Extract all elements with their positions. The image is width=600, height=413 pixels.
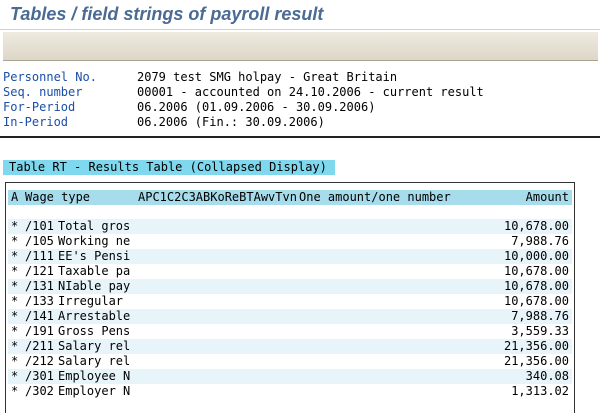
wage-type-code: /131 bbox=[25, 279, 54, 293]
column-header-a[interactable]: A bbox=[11, 190, 19, 204]
wage-type-text: NIable pay bbox=[58, 279, 131, 293]
table-row[interactable]: * /111 EE's Pensi 10,000.00 bbox=[8, 249, 572, 264]
personnel-no-label: Personnel No. bbox=[3, 70, 97, 84]
wage-type-code: /105 bbox=[25, 234, 54, 248]
amount-value: 10,678.00 bbox=[503, 264, 569, 278]
results-table: A Wage type APC1C2C3ABKoReBTAwvTvn One a… bbox=[5, 182, 575, 413]
for-period-value: 06.2006 (01.09.2006 - 30.09.2006) bbox=[137, 100, 376, 114]
amount-value: 7,988.76 bbox=[511, 309, 569, 323]
row-marker: * bbox=[11, 354, 19, 368]
wage-type-text: Gross Pens bbox=[58, 324, 131, 338]
amount-value: 21,356.00 bbox=[503, 339, 569, 353]
amount-value: 10,678.00 bbox=[503, 279, 569, 293]
wage-type-text: Total gros bbox=[58, 219, 131, 233]
table-row[interactable]: * /191 Gross Pens 3,559.33 bbox=[8, 324, 572, 339]
wage-type-text: Salary rel bbox=[58, 339, 131, 353]
application-toolbar bbox=[3, 32, 598, 61]
column-header-amount[interactable]: Amount bbox=[525, 190, 569, 204]
wage-type-code: /212 bbox=[25, 354, 54, 368]
row-marker: * bbox=[11, 369, 19, 383]
column-header-wage-type[interactable]: Wage type bbox=[25, 190, 91, 204]
page-title: Tables / field strings of payroll result bbox=[10, 4, 324, 24]
row-marker: * bbox=[11, 384, 19, 398]
amount-value: 10,678.00 bbox=[503, 219, 569, 233]
table-row[interactable]: * /301 Employee N 340.08 bbox=[8, 369, 572, 384]
amount-value: 10,678.00 bbox=[503, 294, 569, 308]
row-marker: * bbox=[11, 234, 19, 248]
table-row[interactable]: * /101 Total gros 10,678.00 bbox=[8, 219, 572, 234]
amount-value: 10,000.00 bbox=[503, 249, 569, 263]
wage-type-code: /133 bbox=[25, 294, 54, 308]
in-period-label: In-Period bbox=[3, 115, 69, 129]
wage-type-code: /211 bbox=[25, 339, 54, 353]
wage-type-code: /101 bbox=[25, 219, 54, 233]
table-row[interactable]: * /212 Salary rel 21,356.00 bbox=[8, 354, 572, 369]
column-header-description[interactable]: One amount/one number bbox=[299, 190, 451, 204]
table-row[interactable]: * /141 Arrestable 7,988.76 bbox=[8, 309, 572, 324]
amount-value: 1,313.02 bbox=[511, 384, 569, 398]
header-row-seq-number: Seq. number 00001 - accounted on 24.10.20… bbox=[3, 85, 484, 100]
wage-type-code: /111 bbox=[25, 249, 54, 263]
wage-type-text: Working ne bbox=[58, 234, 131, 248]
table-body: * /101 Total gros 10,678.00 * /105 Working ne… bbox=[8, 219, 572, 399]
table-row[interactable]: * /302 Employer N 1,313.02 bbox=[8, 384, 572, 399]
column-header-codes[interactable]: APC1C2C3ABKoReBTAwvTvn bbox=[138, 190, 297, 204]
wage-type-text: Employer N bbox=[58, 384, 131, 398]
header-row-for-period: For-Period 06.2006 (01.09.2006 - 30.09.20… bbox=[3, 100, 375, 115]
wage-type-code: /121 bbox=[25, 264, 54, 278]
wage-type-code: /141 bbox=[25, 309, 54, 323]
wage-type-code: /191 bbox=[25, 324, 54, 338]
row-marker: * bbox=[11, 264, 19, 278]
wage-type-text: Salary rel bbox=[58, 354, 131, 368]
title-divider bbox=[0, 29, 600, 30]
row-marker: * bbox=[11, 249, 19, 263]
row-marker: * bbox=[11, 279, 19, 293]
for-period-label: For-Period bbox=[3, 100, 76, 114]
seq-number-value: 00001 - accounted on 24.10.2006 - curren… bbox=[137, 85, 484, 99]
amount-value: 21,356.00 bbox=[503, 354, 569, 368]
header-row-personnel-no: Personnel No. 2079 test SMG holpay - Grea… bbox=[3, 70, 397, 85]
wage-type-text: Taxable pa bbox=[58, 264, 131, 278]
wage-type-code: /301 bbox=[25, 369, 54, 383]
row-marker: * bbox=[11, 339, 19, 353]
table-section-title: Table RT - Results Table (Collapsed Disp… bbox=[3, 160, 335, 175]
table-header-row: A Wage type APC1C2C3ABKoReBTAwvTvn One a… bbox=[8, 190, 572, 205]
row-marker: * bbox=[11, 324, 19, 338]
wage-type-text: Arrestable bbox=[58, 309, 131, 323]
wage-type-text: Irregular bbox=[58, 294, 124, 308]
table-row[interactable]: * /105 Working ne 7,988.76 bbox=[8, 234, 572, 249]
amount-value: 7,988.76 bbox=[511, 234, 569, 248]
row-marker: * bbox=[11, 219, 19, 233]
seq-number-label: Seq. number bbox=[3, 85, 83, 99]
row-marker: * bbox=[11, 309, 19, 323]
amount-value: 340.08 bbox=[525, 369, 569, 383]
amount-value: 3,559.33 bbox=[511, 324, 569, 338]
table-row[interactable]: * /133 Irregular 10,678.00 bbox=[8, 294, 572, 309]
table-row[interactable]: * /131 NIable pay 10,678.00 bbox=[8, 279, 572, 294]
table-row[interactable]: * /211 Salary rel 21,356.00 bbox=[8, 339, 572, 354]
table-row[interactable]: * /121 Taxable pa 10,678.00 bbox=[8, 264, 572, 279]
personnel-no-value: 2079 test SMG holpay - Great Britain bbox=[137, 70, 398, 84]
row-marker: * bbox=[11, 294, 19, 308]
header-row-in-period: In-Period 06.2006 (Fin.: 30.09.2006) bbox=[3, 115, 325, 130]
header-info-panel: Personnel No. 2079 test SMG holpay - Grea… bbox=[0, 66, 600, 138]
wage-type-text: EE's Pensi bbox=[58, 249, 131, 263]
in-period-value: 06.2006 (Fin.: 30.09.2006) bbox=[137, 115, 325, 129]
wage-type-code: /302 bbox=[25, 384, 54, 398]
wage-type-text: Employee N bbox=[58, 369, 131, 383]
